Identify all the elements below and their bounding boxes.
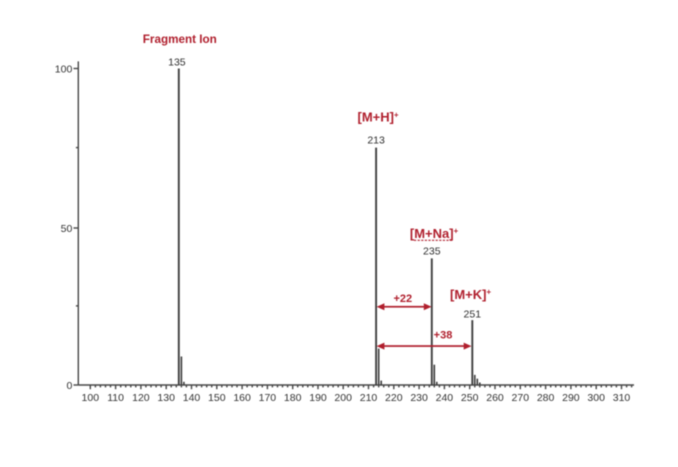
svg-text:170: 170 (259, 392, 277, 404)
svg-text:+38: +38 (434, 330, 453, 342)
svg-text:251: 251 (464, 309, 482, 321)
svg-text:260: 260 (486, 392, 504, 404)
svg-text:Fragment Ion: Fragment Ion (143, 33, 217, 46)
svg-text:213: 213 (367, 135, 385, 147)
svg-text:230: 230 (410, 392, 428, 404)
svg-text:150: 150 (208, 392, 226, 404)
svg-text:180: 180 (284, 392, 302, 404)
svg-text:120: 120 (132, 392, 150, 404)
svg-text:270: 270 (512, 392, 530, 404)
svg-text:[M+H]+: [M+H]+ (357, 110, 398, 125)
svg-text:280: 280 (537, 392, 555, 404)
svg-text:140: 140 (183, 392, 201, 404)
svg-text:130: 130 (157, 392, 175, 404)
svg-text:50: 50 (61, 223, 73, 235)
svg-text:100: 100 (55, 63, 73, 75)
svg-text:135: 135 (168, 57, 186, 69)
svg-text:100: 100 (82, 392, 100, 404)
svg-text:200: 200 (334, 392, 352, 404)
svg-text:[M+Na]+: [M+Na]+ (410, 226, 459, 241)
svg-text:190: 190 (309, 392, 327, 404)
svg-text:310: 310 (613, 392, 631, 404)
svg-text:235: 235 (423, 246, 441, 258)
svg-text:220: 220 (385, 392, 403, 404)
svg-text:[M+K]+: [M+K]+ (450, 287, 491, 302)
svg-text:110: 110 (107, 392, 124, 404)
svg-text:250: 250 (461, 392, 479, 404)
svg-text:0: 0 (66, 380, 72, 392)
svg-text:+22: +22 (393, 293, 412, 305)
svg-text:240: 240 (436, 392, 454, 404)
svg-text:290: 290 (562, 392, 580, 404)
svg-text:210: 210 (360, 392, 378, 404)
svg-text:160: 160 (233, 392, 251, 404)
svg-text:300: 300 (587, 392, 605, 404)
